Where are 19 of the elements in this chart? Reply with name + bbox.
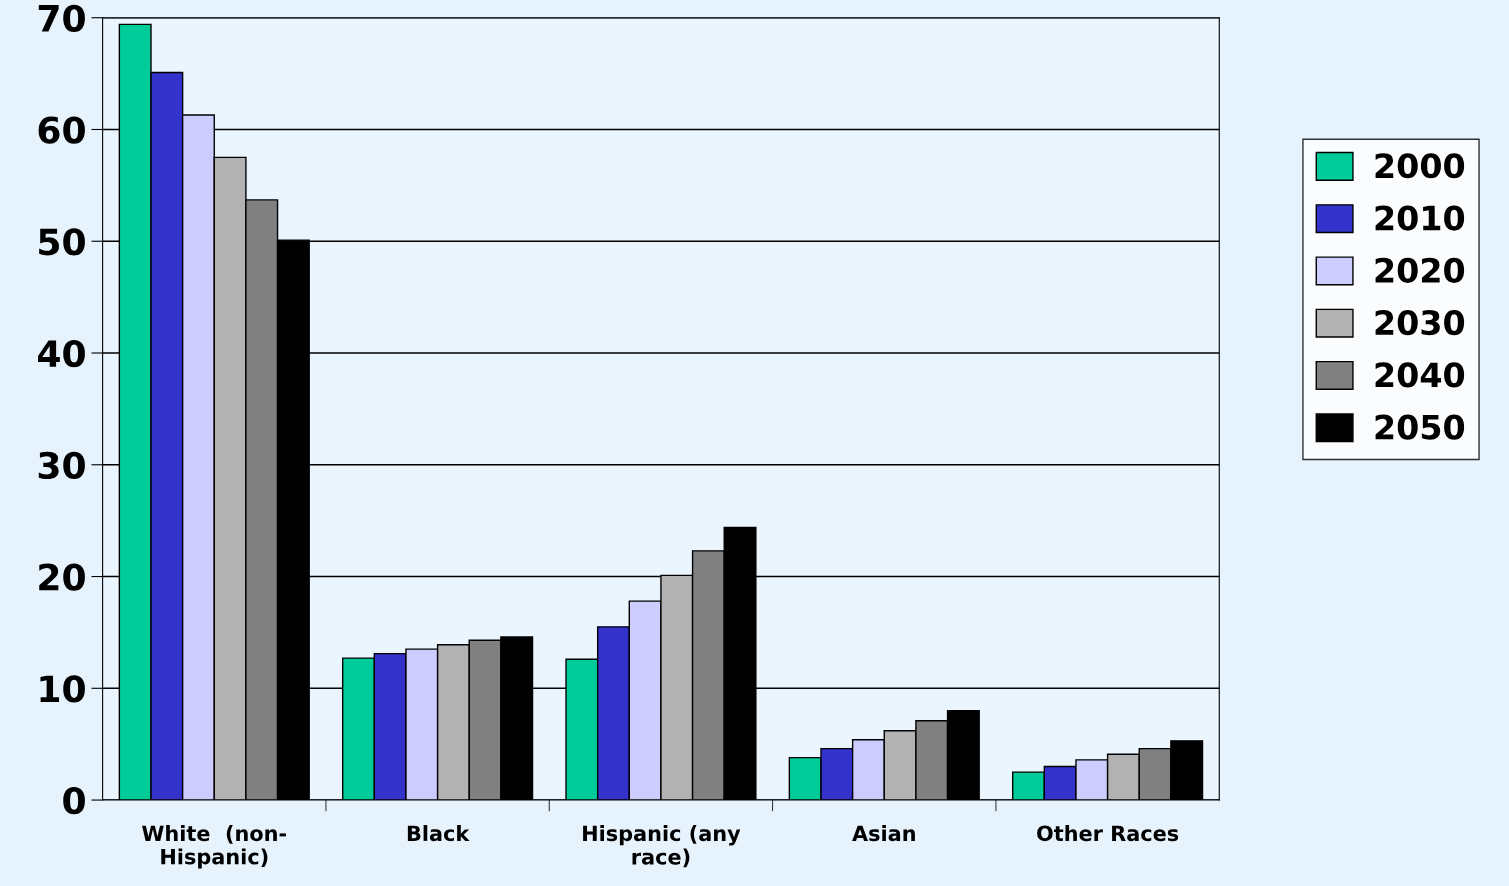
x-tick-label: Hispanic (any race) xyxy=(583,825,741,868)
legend-label: 2030 xyxy=(1375,309,1465,336)
y-tick-label: 30 xyxy=(38,451,85,479)
y-tick-label: 50 xyxy=(39,228,85,256)
x-tick-label: Other Races xyxy=(1037,825,1179,842)
x-tick-label: Black xyxy=(407,825,470,842)
x-tick-label: Asian xyxy=(852,825,915,842)
legend-label: 2020 xyxy=(1375,257,1465,283)
y-tick-label: 70 xyxy=(38,4,85,32)
y-tick-label: 10 xyxy=(40,675,85,703)
legend-label: 2050 xyxy=(1375,414,1465,440)
y-tick-label: 40 xyxy=(38,339,85,368)
legend-label: 2010 xyxy=(1375,205,1465,231)
legend-label: 2040 xyxy=(1375,362,1465,388)
x-tick-label: White (non- Hispanic) xyxy=(142,825,286,869)
y-tick-label: 0 xyxy=(63,786,85,815)
y-tick-label: 60 xyxy=(38,116,85,144)
y-tick-label: 20 xyxy=(39,563,85,591)
legend-label: 2000 xyxy=(1375,153,1465,179)
